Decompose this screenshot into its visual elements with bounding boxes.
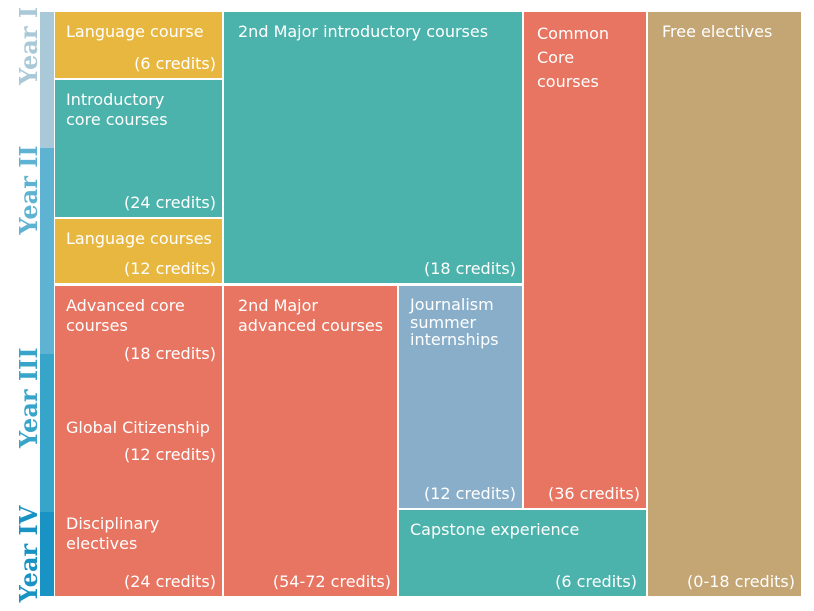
block-language-courses: Language courses (12 credits) — [55, 219, 222, 283]
block-common-core-title: Common Core courses — [537, 24, 610, 91]
block-second-major-introductory-title: 2nd Major introductory courses — [238, 22, 489, 41]
block-second-major-introductory: 2nd Major introductory courses (18 credi… — [224, 12, 522, 283]
year-bar-1 — [40, 12, 54, 148]
block-capstone-experience-title: Capstone experience — [410, 520, 580, 539]
block-advanced-core-title: Advanced core courses — [66, 296, 185, 335]
block-journalism-internships-title: Journalism summer internships — [410, 295, 499, 350]
block-advanced-core-credits: (18 credits) — [123, 344, 216, 363]
block-free-electives: Free electives (0-18 credits) — [648, 12, 801, 596]
block-language-course-title: Language course — [66, 22, 204, 41]
block-language-course-credits: (6 credits) — [134, 54, 216, 74]
block-introductory-core: Introductory core courses (24 credits) — [55, 80, 222, 217]
block-second-major-advanced-title: 2nd Major advanced courses — [238, 296, 384, 335]
block-common-core-credits: (36 credits) — [547, 484, 640, 504]
block-free-electives-title: Free electives — [662, 22, 773, 41]
block-language-courses-credits: (12 credits) — [123, 259, 216, 279]
block-capstone-experience: Capstone experience (6 credits) — [399, 510, 646, 596]
block-capstone-experience-credits: (6 credits) — [555, 572, 637, 592]
block-disciplinary-electives-title: Disciplinary electives — [66, 514, 160, 553]
year-label-4: Year IV — [14, 505, 43, 603]
year-bar-4 — [40, 512, 54, 596]
year-bar-2 — [40, 148, 54, 354]
year-label-3: Year III — [14, 347, 43, 448]
block-introductory-core-title: Introductory core courses — [66, 90, 168, 129]
block-common-core: Common Core courses (36 credits) — [524, 12, 646, 508]
block-free-electives-credits: (0-18 credits) — [687, 572, 795, 592]
block-second-major-advanced: 2nd Major advanced courses (54-72 credit… — [224, 286, 397, 596]
block-journalism-internships: Journalism summer internships (12 credit… — [399, 286, 522, 508]
block-language-course: Language course (6 credits) — [55, 12, 222, 78]
year-label-1: Year I — [14, 6, 43, 86]
block-introductory-core-credits: (24 credits) — [123, 193, 216, 213]
year-label-2: Year II — [14, 145, 43, 235]
block-second-major-advanced-credits: (54-72 credits) — [272, 572, 391, 592]
block-global-citizenship-title: Global Citizenship — [66, 418, 210, 437]
block-global-citizenship-credits: (12 credits) — [123, 445, 216, 464]
block-advanced-core: Advanced core courses (18 credits) Globa… — [55, 286, 222, 596]
block-journalism-internships-credits: (12 credits) — [423, 484, 516, 504]
block-disciplinary-electives-credits: (24 credits) — [123, 572, 216, 592]
block-language-courses-title: Language courses — [66, 229, 212, 248]
year-bar-3 — [40, 354, 54, 512]
block-second-major-introductory-credits: (18 credits) — [423, 259, 516, 279]
